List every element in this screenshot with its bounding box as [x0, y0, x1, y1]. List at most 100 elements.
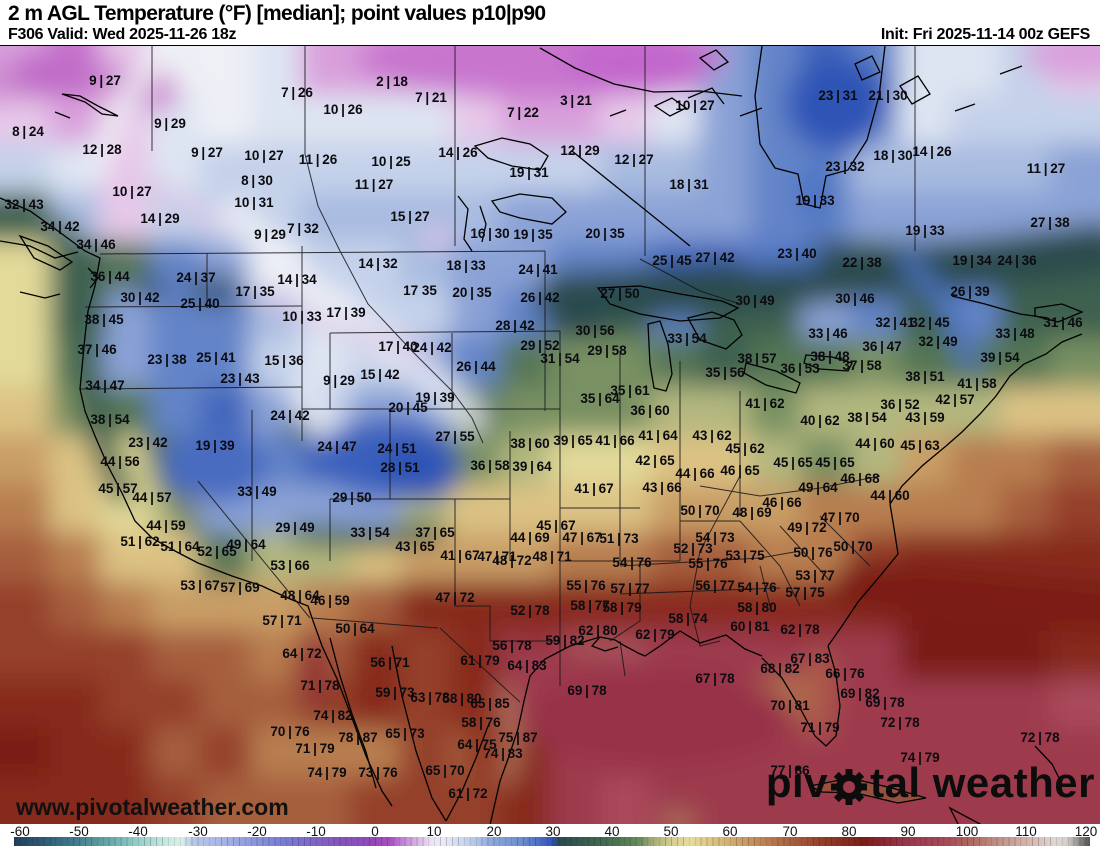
svg-text:44 | 59: 44 | 59	[146, 518, 185, 533]
svg-text:31 | 46: 31 | 46	[1043, 315, 1083, 330]
svg-text:10 | 33: 10 | 33	[282, 309, 322, 324]
svg-text:37 | 58: 37 | 58	[842, 358, 882, 373]
svg-text:25 | 45: 25 | 45	[652, 253, 692, 268]
svg-text:46 | 68: 46 | 68	[840, 471, 880, 486]
svg-text:18 | 31: 18 | 31	[669, 177, 709, 192]
svg-text:56 | 78: 56 | 78	[492, 638, 532, 653]
svg-text:43 | 66: 43 | 66	[642, 480, 682, 495]
svg-text:29 | 52: 29 | 52	[520, 338, 559, 353]
svg-text:72 | 78: 72 | 78	[880, 715, 920, 730]
svg-text:41 | 67: 41 | 67	[440, 548, 479, 563]
svg-text:70 | 76: 70 | 76	[270, 724, 310, 739]
svg-text:64 | 83: 64 | 83	[507, 658, 547, 673]
svg-text:27 | 50: 27 | 50	[600, 286, 639, 301]
svg-text:56 | 77: 56 | 77	[695, 578, 734, 593]
svg-text:64 | 72: 64 | 72	[282, 646, 321, 661]
svg-text:38 | 60: 38 | 60	[510, 436, 549, 451]
svg-text:12 | 28: 12 | 28	[82, 142, 122, 157]
svg-text:24 | 41: 24 | 41	[518, 262, 558, 277]
svg-text:29 | 58: 29 | 58	[587, 343, 627, 358]
svg-text:69 | 78: 69 | 78	[865, 695, 905, 710]
svg-text:62 | 80: 62 | 80	[578, 623, 617, 638]
svg-text:27 | 42: 27 | 42	[695, 250, 734, 265]
svg-text:49 | 64: 49 | 64	[798, 480, 838, 495]
svg-text:32 | 49: 32 | 49	[918, 334, 957, 349]
svg-text:23 | 43: 23 | 43	[220, 371, 260, 386]
svg-text:28 | 51: 28 | 51	[380, 460, 420, 475]
svg-text:41 | 64: 41 | 64	[638, 428, 678, 443]
svg-text:42 | 65: 42 | 65	[635, 453, 675, 468]
svg-text:10 | 27: 10 | 27	[244, 148, 283, 163]
svg-text:25 | 41: 25 | 41	[196, 350, 236, 365]
svg-text:35 | 61: 35 | 61	[610, 383, 650, 398]
svg-text:54 | 76: 54 | 76	[612, 555, 652, 570]
svg-text:48 | 72: 48 | 72	[492, 553, 531, 568]
svg-text:39 | 54: 39 | 54	[980, 350, 1020, 365]
svg-text:53 | 77: 53 | 77	[795, 568, 834, 583]
svg-text:39 | 65: 39 | 65	[553, 433, 593, 448]
svg-text:36 | 52: 36 | 52	[880, 397, 919, 412]
svg-text:43 | 65: 43 | 65	[395, 539, 435, 554]
svg-text:67 | 78: 67 | 78	[695, 671, 735, 686]
svg-text:52 | 78: 52 | 78	[510, 603, 550, 618]
svg-text:45 | 57: 45 | 57	[98, 481, 137, 496]
svg-text:45 | 63: 45 | 63	[900, 438, 940, 453]
svg-text:44 | 66: 44 | 66	[675, 466, 715, 481]
svg-text:45 | 65: 45 | 65	[773, 455, 813, 470]
svg-text:9 | 29: 9 | 29	[254, 227, 286, 242]
svg-text:29 | 49: 29 | 49	[275, 520, 314, 535]
svg-text:44 | 69: 44 | 69	[510, 530, 549, 545]
svg-text:38 | 45: 38 | 45	[84, 312, 124, 327]
svg-text:15 | 27: 15 | 27	[390, 209, 429, 224]
svg-text:61 | 72: 61 | 72	[448, 786, 487, 801]
svg-text:38 | 57: 38 | 57	[737, 351, 776, 366]
svg-text:29 | 50: 29 | 50	[332, 490, 371, 505]
svg-text:10 | 25: 10 | 25	[371, 154, 411, 169]
svg-text:24 | 36: 24 | 36	[997, 253, 1037, 268]
svg-text:70 | 81: 70 | 81	[770, 698, 810, 713]
svg-text:9 | 27: 9 | 27	[191, 145, 223, 160]
svg-text:36 | 44: 36 | 44	[90, 269, 130, 284]
svg-text:48 | 64: 48 | 64	[280, 588, 320, 603]
svg-text:64 | 75: 64 | 75	[457, 737, 497, 752]
svg-text:45 | 65: 45 | 65	[815, 455, 855, 470]
svg-text:58 | 74: 58 | 74	[668, 611, 708, 626]
svg-text:47 | 71: 47 | 71	[477, 549, 517, 564]
svg-text:41 | 66: 41 | 66	[595, 433, 635, 448]
svg-text:12 | 27: 12 | 27	[614, 152, 653, 167]
svg-text:25 | 40: 25 | 40	[180, 296, 219, 311]
svg-text:19 | 35: 19 | 35	[513, 227, 553, 242]
svg-text:32 | 41: 32 | 41	[875, 315, 915, 330]
svg-text:30 | 49: 30 | 49	[735, 293, 774, 308]
svg-text:40 | 62: 40 | 62	[800, 413, 839, 428]
svg-text:14 | 32: 14 | 32	[358, 256, 397, 271]
svg-text:33 | 48: 33 | 48	[995, 326, 1035, 341]
svg-text:9 | 29: 9 | 29	[323, 373, 355, 388]
svg-text:58 | 79: 58 | 79	[602, 600, 641, 615]
svg-text:3 | 21: 3 | 21	[560, 93, 592, 108]
svg-text:45 | 62: 45 | 62	[725, 441, 764, 456]
svg-text:47 | 70: 47 | 70	[820, 510, 859, 525]
svg-text:74 | 79: 74 | 79	[900, 750, 939, 765]
svg-text:30 | 56: 30 | 56	[575, 323, 615, 338]
svg-text:41 | 67: 41 | 67	[574, 481, 613, 496]
svg-text:51 | 73: 51 | 73	[599, 531, 639, 546]
svg-text:49 | 72: 49 | 72	[787, 520, 826, 535]
svg-text:47 | 67: 47 | 67	[562, 530, 601, 545]
svg-text:14 | 26: 14 | 26	[438, 145, 478, 160]
svg-text:65 | 85: 65 | 85	[470, 696, 510, 711]
svg-text:17 | 35: 17 | 35	[235, 284, 275, 299]
svg-text:44 | 60: 44 | 60	[855, 436, 894, 451]
svg-text:12 | 29: 12 | 29	[560, 143, 599, 158]
svg-text:77 | 86: 77 | 86	[770, 763, 810, 778]
svg-text:30 | 42: 30 | 42	[120, 290, 159, 305]
svg-text:57 | 75: 57 | 75	[785, 585, 825, 600]
svg-text:19 | 39: 19 | 39	[195, 438, 234, 453]
svg-text:38 | 48: 38 | 48	[810, 349, 850, 364]
svg-text:26 | 42: 26 | 42	[520, 290, 559, 305]
svg-text:15 | 36: 15 | 36	[264, 353, 304, 368]
svg-text:59 | 73: 59 | 73	[375, 685, 415, 700]
svg-text:37 | 65: 37 | 65	[415, 525, 455, 540]
svg-text:27 | 55: 27 | 55	[435, 429, 475, 444]
svg-text:17 35: 17 35	[403, 283, 437, 298]
